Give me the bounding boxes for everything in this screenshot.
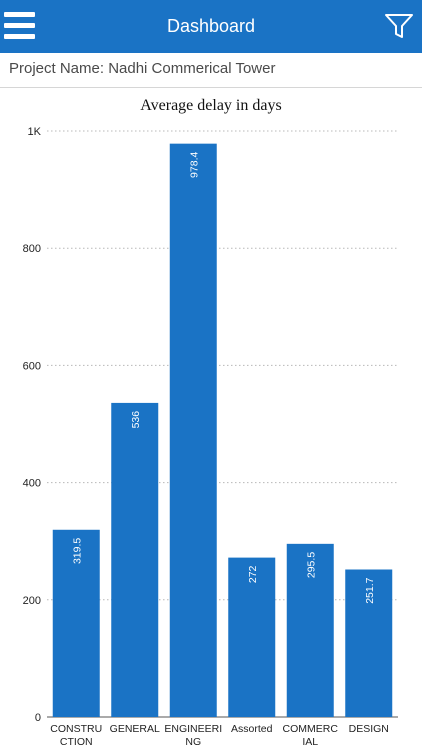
- category-label: CONSTRU CTION: [50, 723, 102, 748]
- category-label: COMMERC IAL: [283, 723, 339, 748]
- bar[interactable]: [52, 529, 100, 717]
- category-label: GENERAL: [110, 723, 160, 735]
- bar-chart-svg: Average delay in days 0 200 400 600 800 1K 31…: [23, 97, 398, 748]
- y-tick-label: 600: [23, 360, 41, 372]
- page-title: Dashboard: [166, 16, 256, 36]
- y-tick-label: 200: [23, 595, 41, 607]
- y-tick-label: 0: [35, 712, 41, 724]
- category-label: ENGINEERI NG: [164, 723, 222, 748]
- hamburger-menu-icon[interactable]: [4, 12, 35, 40]
- bar[interactable]: [169, 143, 217, 717]
- top-navigation-bar: Dashboard: [0, 0, 422, 53]
- bar[interactable]: [228, 557, 276, 717]
- bar-value-label: 295.5: [305, 552, 317, 578]
- project-name-label: Project Name: Nadhi Commerical Tower: [9, 60, 276, 77]
- bar-value-label: 319.5: [71, 538, 83, 564]
- bar[interactable]: [111, 402, 159, 717]
- chart-title: Average delay in days: [140, 97, 281, 114]
- bar-value-label: 978.4: [188, 152, 200, 178]
- y-tick-label: 400: [23, 478, 41, 490]
- bar-value-label: 251.7: [364, 577, 376, 603]
- average-delay-chart: Average delay in days 0 200 400 600 800 1K 31…: [0, 88, 422, 750]
- bar[interactable]: [286, 543, 334, 717]
- bar[interactable]: [345, 569, 393, 717]
- y-tick-label: 800: [23, 243, 41, 255]
- category-label: Assorted: [231, 723, 273, 735]
- y-tick-label: 1K: [28, 126, 42, 138]
- bar-value-label: 536: [130, 411, 142, 429]
- project-name-bar: Project Name: Nadhi Commerical Tower: [0, 53, 422, 88]
- category-label: DESIGN: [349, 723, 389, 735]
- filter-funnel-icon[interactable]: [384, 12, 414, 40]
- bar-value-label: 272: [247, 565, 259, 583]
